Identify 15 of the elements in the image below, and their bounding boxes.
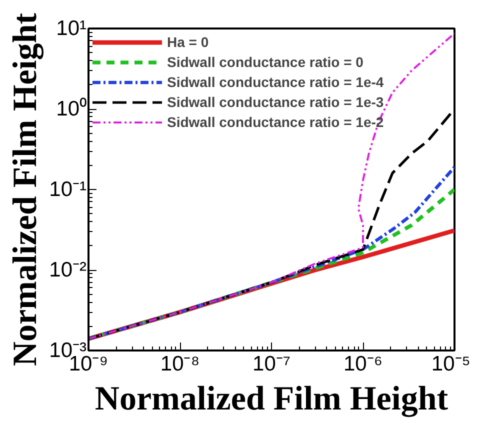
legend-label: Sidwall conductance ratio = 1e-2 — [167, 114, 384, 130]
x-axis-title: Normalized Film Height — [94, 380, 449, 418]
legend-label: Sidwall conductance ratio = 0 — [167, 54, 364, 70]
y-tick-label: 10⁻¹ — [49, 178, 87, 201]
legend-label: Ha = 0 — [167, 34, 209, 50]
y-tick-label: 10¹ — [56, 17, 87, 40]
legend-label: Sidwall conductance ratio = 1e-3 — [167, 94, 384, 110]
y-axis-title: Normalized Film Height — [7, 12, 44, 366]
x-tick-label: 10⁻⁶ — [344, 352, 383, 376]
legend-label: Sidwall conductance ratio = 1e-4 — [167, 74, 384, 90]
y-tick-label: 10⁰ — [56, 98, 86, 120]
y-tick-label: 10⁻² — [49, 258, 87, 282]
x-tick-label: 10⁻⁸ — [160, 352, 200, 376]
x-tick-label: 10⁻⁷ — [252, 352, 290, 376]
x-tick-label: 10⁻⁵ — [431, 352, 471, 376]
